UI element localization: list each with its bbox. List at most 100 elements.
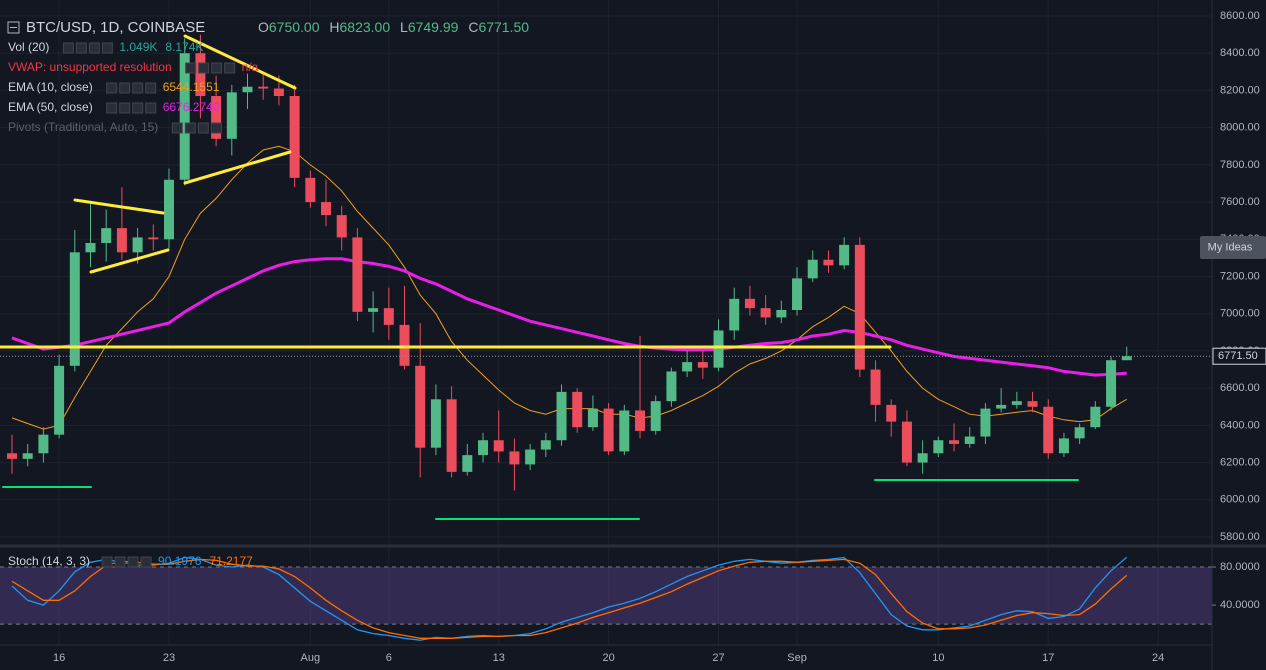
candle-body bbox=[321, 202, 332, 216]
indicator-button[interactable] bbox=[114, 556, 126, 568]
candle-body bbox=[6, 453, 17, 459]
candle-body bbox=[650, 401, 661, 431]
symbol[interactable]: BTC/USD, 1D, COINBASE bbox=[26, 19, 205, 36]
candle-body bbox=[116, 228, 127, 253]
candle-body bbox=[587, 408, 598, 428]
last-price-tag bbox=[1212, 347, 1266, 365]
indicator-button[interactable] bbox=[119, 102, 131, 114]
quote-key: H bbox=[329, 19, 339, 35]
quote-value: 6823.00 bbox=[340, 19, 391, 35]
indicator-button[interactable] bbox=[88, 42, 100, 54]
indicator-button[interactable] bbox=[62, 42, 74, 54]
trend-line bbox=[183, 34, 297, 90]
candle-body bbox=[823, 259, 834, 266]
indicator-value: 1.049K bbox=[119, 40, 157, 54]
indicator-value: n/a bbox=[242, 60, 259, 74]
indicator-name: Stoch (14, 3, 3) bbox=[8, 554, 90, 568]
candle-body bbox=[1106, 360, 1117, 407]
candle-body bbox=[242, 86, 253, 93]
quote-value: 6771.50 bbox=[478, 19, 529, 35]
candle-body bbox=[839, 244, 850, 266]
quote-value: 6749.99 bbox=[408, 19, 459, 35]
indicator-value: 6544.1551 bbox=[163, 80, 220, 94]
ideas-button[interactable]: My Ideas bbox=[1200, 236, 1266, 259]
candle-body bbox=[619, 410, 630, 452]
indicator-button[interactable] bbox=[140, 556, 152, 568]
candle-body bbox=[666, 371, 677, 402]
y-tick-label: 7600.00 bbox=[1220, 196, 1260, 208]
stoch-line bbox=[11, 558, 1128, 639]
candle-body bbox=[101, 228, 112, 244]
candle-body bbox=[179, 53, 190, 180]
indicator-name: EMA (10, close) bbox=[8, 80, 93, 94]
indicator-name: EMA (50, close) bbox=[8, 100, 93, 114]
indicator-button[interactable] bbox=[132, 82, 144, 94]
indicator-button[interactable] bbox=[106, 102, 118, 114]
candle-body bbox=[697, 362, 708, 368]
candle-body bbox=[69, 252, 80, 366]
candle-body bbox=[446, 399, 457, 472]
y-tick-label: 7200.00 bbox=[1220, 270, 1260, 282]
quote-key: O bbox=[258, 19, 269, 35]
indicator-value: 8.174K bbox=[165, 40, 203, 54]
y-tick-label: 8600.00 bbox=[1220, 10, 1260, 22]
indicator-button[interactable] bbox=[211, 62, 223, 74]
price-axis-bg bbox=[1212, 0, 1266, 670]
indicator-button[interactable] bbox=[210, 122, 222, 134]
indicator-button[interactable] bbox=[171, 122, 183, 134]
ideas-button-label[interactable]: My Ideas bbox=[1208, 241, 1253, 253]
indicator-button[interactable] bbox=[127, 556, 139, 568]
legend: BTC/USD, 1D, COINBASE O6750.00 H6823.00 … bbox=[7, 19, 529, 568]
y-tick-label: 40.0000 bbox=[1220, 599, 1260, 611]
indicator-button[interactable] bbox=[132, 102, 144, 114]
x-tick-label: Sep bbox=[787, 652, 807, 664]
collapse-button[interactable] bbox=[7, 21, 20, 34]
indicator-button[interactable] bbox=[198, 62, 210, 74]
candle-body bbox=[132, 237, 143, 253]
indicator-value: 71.2177 bbox=[209, 554, 253, 568]
x-tick-label: 20 bbox=[602, 652, 614, 664]
ema-line bbox=[11, 145, 1127, 430]
indicator-button[interactable] bbox=[224, 62, 236, 74]
indicator-button[interactable] bbox=[106, 82, 118, 94]
candle-body bbox=[148, 237, 159, 240]
candle-body bbox=[996, 404, 1007, 409]
time-axis-bg bbox=[0, 645, 1212, 670]
x-tick-label: 24 bbox=[1152, 652, 1164, 664]
candle-body bbox=[572, 391, 583, 428]
stoch-band bbox=[0, 567, 1212, 625]
indicator-button[interactable] bbox=[101, 42, 113, 54]
candle-body bbox=[807, 259, 818, 279]
quote-key: L bbox=[400, 19, 408, 35]
candle-body bbox=[949, 440, 960, 444]
indicator-button[interactable] bbox=[145, 82, 157, 94]
indicator-name: Pivots (Traditional, Auto, 15) bbox=[8, 120, 158, 134]
indicator-button[interactable] bbox=[197, 122, 209, 134]
indicator-name: VWAP: unsupported resolution bbox=[8, 60, 172, 74]
indicator-value: 90.1976 bbox=[158, 554, 202, 568]
indicator-button[interactable] bbox=[75, 42, 87, 54]
y-tick-label: 80.0000 bbox=[1220, 561, 1260, 573]
x-tick-label: 23 bbox=[163, 652, 175, 664]
candle-body bbox=[886, 404, 897, 422]
x-tick-label: 13 bbox=[493, 652, 505, 664]
candle-body bbox=[226, 92, 237, 139]
indicator-button[interactable] bbox=[101, 556, 113, 568]
ema-line bbox=[11, 257, 1127, 377]
indicator-button[interactable] bbox=[184, 122, 196, 134]
candle-body bbox=[22, 453, 33, 459]
indicator-button[interactable] bbox=[119, 82, 131, 94]
candle-body bbox=[854, 244, 865, 370]
candle-body bbox=[760, 308, 771, 318]
y-tick-label: 8200.00 bbox=[1220, 84, 1260, 96]
candle-body bbox=[1011, 401, 1022, 405]
ideas-button-bg[interactable] bbox=[1200, 236, 1266, 259]
quote-value: 6750.00 bbox=[269, 19, 320, 35]
indicator-button[interactable] bbox=[145, 102, 157, 114]
candle-body bbox=[792, 278, 803, 310]
indicator-button[interactable] bbox=[185, 62, 197, 74]
candle-body bbox=[1121, 356, 1132, 361]
candle-body bbox=[870, 369, 881, 405]
